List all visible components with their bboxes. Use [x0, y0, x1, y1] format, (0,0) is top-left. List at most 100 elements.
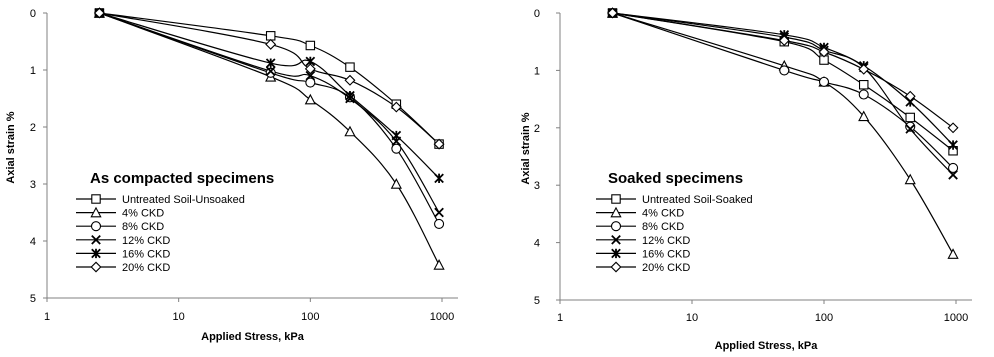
- data-point-asterisk: [434, 173, 444, 184]
- legend-marker-square: [611, 194, 621, 204]
- legend-label: 20% CKD: [122, 262, 170, 274]
- y-tick-label: 3: [534, 180, 540, 192]
- data-point-circle: [391, 143, 402, 154]
- x-tick-label: 1000: [430, 311, 454, 323]
- data-point-asterisk: [948, 140, 958, 150]
- data-point-circle: [818, 76, 830, 87]
- data-point-triangle: [904, 173, 916, 185]
- y-tick-label: 0: [534, 8, 540, 20]
- legend-marker-diamond: [610, 261, 622, 273]
- data-point-square: [905, 112, 915, 123]
- data-point-diamond: [778, 35, 790, 47]
- legend-marker-circle: [610, 221, 622, 232]
- y-tick-label: 4: [30, 236, 36, 248]
- legend-marker-triangle: [90, 206, 102, 218]
- panel-title: Soaked specimens: [608, 170, 743, 187]
- data-point-diamond: [607, 7, 619, 19]
- data-point-triangle: [858, 110, 870, 122]
- y-tick-label: 1: [534, 65, 540, 77]
- legend-marker-diamond: [90, 261, 102, 273]
- legend-label: 4% CKD: [642, 208, 684, 220]
- data-point-circle: [948, 162, 959, 174]
- series-line-3: [99, 12, 440, 225]
- y-tick-label: 2: [30, 122, 36, 134]
- data-point-circle: [305, 77, 316, 88]
- data-point-asterisk: [391, 130, 402, 141]
- x-tick-label: 10: [686, 312, 698, 324]
- y-axis-title: Axial strain %: [5, 111, 17, 183]
- chart-panel-1: 1 10 100 1000 0 1 2 3 4 5 Applied Stress, kPa Axial…: [5, 7, 458, 343]
- legend-marker-x: [91, 234, 101, 245]
- legend-label: 12% CKD: [642, 235, 690, 247]
- data-point-diamond: [858, 63, 870, 75]
- data-point-square: [858, 80, 869, 90]
- legend-label: Untreated Soil-Unsoaked: [122, 194, 245, 206]
- legend-marker-circle: [90, 221, 102, 232]
- data-point-diamond: [344, 74, 356, 86]
- x-tick-label: 1: [44, 311, 50, 323]
- legend-label: Untreated Soil-Soaked: [642, 194, 753, 206]
- legend-label: 8% CKD: [122, 221, 164, 233]
- y-axis-title: Axial strain %: [520, 112, 532, 184]
- legend-marker-x: [611, 234, 621, 245]
- data-point-x: [948, 170, 958, 180]
- data-point-x: [434, 207, 444, 218]
- legend-marker-asterisk: [91, 248, 101, 259]
- legend-label: 12% CKD: [122, 235, 170, 247]
- data-point-asterisk: [265, 58, 276, 68]
- data-point-diamond: [947, 122, 959, 134]
- x-tick-label: 100: [301, 311, 319, 323]
- data-point-circle: [265, 67, 276, 78]
- series-line-2: [99, 12, 440, 266]
- data-point-circle: [779, 65, 790, 76]
- y-tick-label: 4: [534, 238, 540, 250]
- x-tick-label: 1: [557, 312, 563, 324]
- legend-marker-asterisk: [611, 248, 621, 259]
- data-point-triangle: [344, 125, 356, 137]
- data-point-diamond: [304, 63, 316, 75]
- data-point-circle: [434, 218, 445, 229]
- data-point-x: [905, 124, 916, 134]
- legend-label: 16% CKD: [122, 248, 170, 260]
- y-tick-label: 2: [534, 123, 540, 135]
- data-point-x: [305, 70, 316, 81]
- y-tick-label: 5: [534, 295, 540, 307]
- data-point-diamond: [265, 38, 277, 50]
- panel-title: As compacted specimens: [90, 170, 274, 187]
- data-point-triangle: [433, 259, 445, 270]
- data-point-triangle: [390, 178, 402, 189]
- series-line-2: [612, 12, 954, 255]
- y-tick-label: 0: [30, 8, 36, 20]
- y-tick-label: 5: [30, 293, 36, 305]
- legend-label: 8% CKD: [642, 221, 684, 233]
- data-point-diamond: [93, 7, 105, 19]
- legend-marker-square: [91, 194, 101, 204]
- legend-marker-triangle: [610, 206, 622, 218]
- data-point-triangle: [947, 248, 959, 259]
- legend-label: 20% CKD: [642, 262, 690, 274]
- data-point-circle: [858, 89, 869, 100]
- x-tick-label: 1000: [944, 312, 968, 324]
- data-point-circle: [905, 121, 916, 132]
- data-point-diamond: [390, 101, 402, 113]
- data-point-diamond: [904, 90, 916, 102]
- x-axis-title: Applied Stress, kPa: [201, 331, 305, 343]
- chart-panel-2: 1 10 100 1000 0 1 2 3 4 5 Applied Stress, kPa Axial…: [520, 7, 972, 352]
- x-tick-label: 10: [173, 311, 185, 323]
- x-axis-title: Applied Stress, kPa: [715, 340, 819, 352]
- y-tick-label: 1: [30, 65, 36, 77]
- data-point-x: [265, 66, 276, 76]
- data-point-diamond: [433, 138, 445, 150]
- legend-label: 4% CKD: [122, 208, 164, 220]
- data-point-diamond: [818, 46, 830, 58]
- data-point-square: [265, 31, 276, 41]
- data-point-asterisk: [345, 90, 355, 101]
- y-tick-label: 3: [30, 179, 36, 191]
- data-point-triangle: [304, 93, 316, 105]
- data-point-square: [345, 62, 355, 72]
- x-tick-label: 100: [815, 312, 833, 324]
- legend-label: 16% CKD: [642, 248, 690, 260]
